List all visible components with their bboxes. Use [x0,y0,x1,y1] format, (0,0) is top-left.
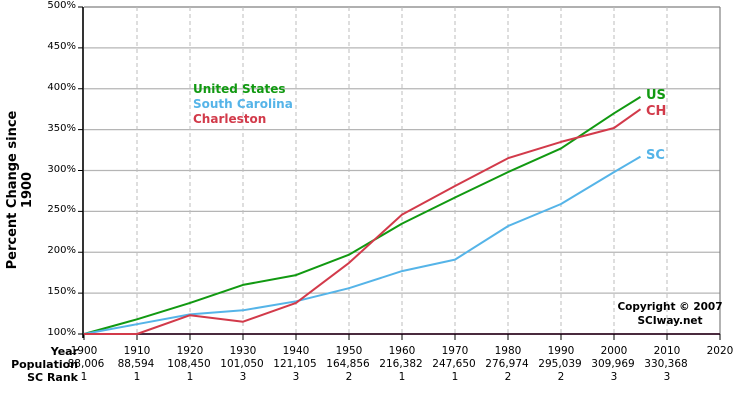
table-cell-year: 2020 [706,345,734,357]
table-cell-population: 216,382 [379,358,423,370]
legend-item: Charleston [193,112,267,126]
series-line-us [83,96,642,335]
table-cell-population: 121,105 [273,358,317,370]
y-tick-label: 350% [47,122,76,134]
table-cell-population: 88,006 [67,358,105,370]
table-cell-rank: 1 [398,371,406,383]
table-cell-population: 164,856 [326,358,370,370]
legend-item: South Carolina [193,97,293,111]
copyright-site: SCIway.net [637,315,703,327]
table-cell-year: 1980 [494,345,522,357]
table-cell-year: 1970 [441,345,469,357]
row-label-rank: SC Rank [27,371,78,384]
table-cell-rank: 3 [610,371,618,383]
table-cell-population: 247,650 [432,358,476,370]
table-cell-year: 1950 [335,345,363,357]
table-cell-population: 108,450 [167,358,211,370]
table-cell-rank: 1 [186,371,194,383]
series-line-sc [83,155,642,335]
end-label-ch: CH [646,104,667,119]
table-cell-rank: 1 [451,371,459,383]
table-cell-rank: 3 [663,371,671,383]
row-label-population: Population [11,358,78,371]
table-cell-rank: 2 [557,371,565,383]
table-cell-year: 1990 [547,345,575,357]
table-cell-year: 1900 [70,345,98,357]
table-cell-year: 2000 [600,345,628,357]
table-cell-rank: 3 [239,371,247,383]
table-cell-rank: 1 [133,371,141,383]
end-label-us: US [646,88,666,103]
y-tick-label: 100% [47,327,76,338]
table-cell-rank: 2 [504,371,512,383]
legend-item: United States [193,82,286,96]
row-label-year: Year [50,345,78,358]
table-cell-population: 295,039 [538,358,582,370]
table-cell-population: 88,594 [117,358,155,370]
table-cell-year: 1920 [176,345,204,357]
y-tick-label: 150% [47,286,76,298]
y-tick-label: 250% [47,204,76,216]
table-cell-year: 1940 [282,345,310,357]
end-label-sc: SC [646,148,665,163]
table-cell-year: 1930 [229,345,257,357]
table-cell-population: 309,969 [591,358,635,370]
table-cell-rank: 2 [345,371,353,383]
table-cell-year: 1910 [123,345,151,357]
table-cell-population: 276,974 [485,358,529,370]
table-cell-year: 1960 [388,345,416,357]
y-tick-label: 500% [47,0,76,11]
table-cell-rank: 3 [292,371,300,383]
y-tick-label: 450% [47,40,76,52]
table-cell-population: 101,050 [220,358,264,370]
copyright-line: Copyright © 2007 [617,301,723,313]
y-tick-label: 300% [47,163,76,175]
table-cell-year: 2010 [653,345,681,357]
y-tick-label: 400% [47,81,76,93]
y-tick-label: 200% [47,245,76,257]
copyright-notice: Copyright © 2007 SCIway.net [605,300,735,328]
series-line-ch [84,108,642,335]
table-cell-rank: 1 [80,371,88,383]
table-cell-population: 330,368 [644,358,688,370]
